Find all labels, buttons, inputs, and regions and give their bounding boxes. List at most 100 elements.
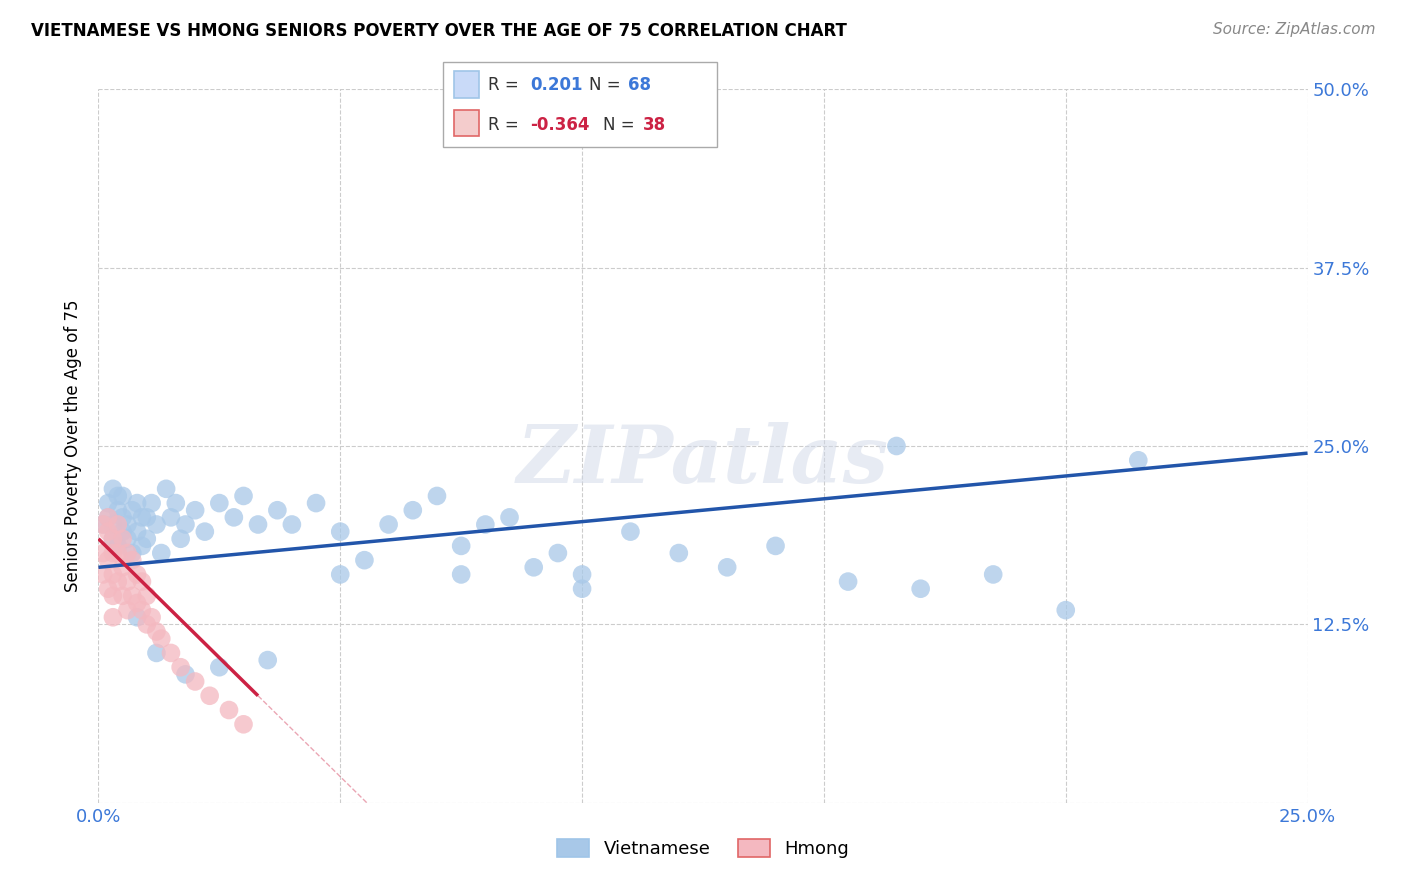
Point bbox=[305, 496, 328, 510]
Point bbox=[135, 532, 157, 546]
Point bbox=[426, 489, 449, 503]
Point bbox=[117, 546, 139, 560]
Point bbox=[571, 582, 593, 596]
Point bbox=[97, 496, 120, 510]
Point bbox=[131, 539, 153, 553]
Point bbox=[127, 496, 149, 510]
Point bbox=[111, 510, 134, 524]
Point bbox=[141, 610, 163, 624]
Point bbox=[117, 574, 139, 589]
Point bbox=[91, 517, 114, 532]
Point bbox=[222, 510, 245, 524]
Point bbox=[91, 546, 114, 560]
Point bbox=[127, 596, 149, 610]
Point bbox=[91, 567, 114, 582]
Point bbox=[117, 517, 139, 532]
Point bbox=[97, 524, 120, 539]
Text: R =: R = bbox=[488, 116, 519, 134]
Point bbox=[97, 510, 120, 524]
Legend: Vietnamese, Hmong: Vietnamese, Hmong bbox=[550, 831, 856, 865]
Point bbox=[174, 517, 197, 532]
Point bbox=[837, 574, 859, 589]
Text: N =: N = bbox=[589, 76, 620, 94]
Point bbox=[184, 674, 207, 689]
Point bbox=[1054, 603, 1077, 617]
Point bbox=[107, 546, 129, 560]
Point bbox=[886, 439, 908, 453]
Point bbox=[111, 589, 134, 603]
Text: 68: 68 bbox=[628, 76, 651, 94]
Point bbox=[619, 524, 641, 539]
Point bbox=[107, 517, 129, 532]
Point bbox=[716, 560, 738, 574]
Point bbox=[121, 503, 143, 517]
Point bbox=[547, 546, 569, 560]
Point bbox=[910, 582, 932, 596]
Text: ZIPatlas: ZIPatlas bbox=[517, 422, 889, 499]
Text: N =: N = bbox=[603, 116, 634, 134]
Point bbox=[107, 503, 129, 517]
Point bbox=[402, 503, 425, 517]
Point bbox=[174, 667, 197, 681]
Point bbox=[135, 617, 157, 632]
Point bbox=[523, 560, 546, 574]
Point bbox=[765, 539, 787, 553]
Point bbox=[97, 582, 120, 596]
Point bbox=[208, 660, 231, 674]
Point bbox=[127, 567, 149, 582]
Point bbox=[169, 532, 191, 546]
Point bbox=[101, 532, 124, 546]
Point bbox=[1128, 453, 1150, 467]
Point bbox=[121, 589, 143, 603]
Point bbox=[232, 489, 254, 503]
Point bbox=[160, 646, 183, 660]
Point bbox=[184, 503, 207, 517]
Point bbox=[169, 660, 191, 674]
Point bbox=[329, 524, 352, 539]
Point bbox=[571, 567, 593, 582]
Point bbox=[117, 532, 139, 546]
Text: 38: 38 bbox=[643, 116, 665, 134]
Point bbox=[101, 589, 124, 603]
Point bbox=[150, 546, 173, 560]
Point bbox=[353, 553, 375, 567]
Point bbox=[101, 517, 124, 532]
Point bbox=[107, 539, 129, 553]
Point bbox=[498, 510, 520, 524]
Point bbox=[131, 510, 153, 524]
Point bbox=[97, 510, 120, 524]
Point bbox=[208, 496, 231, 510]
Point bbox=[91, 517, 114, 532]
Text: -0.364: -0.364 bbox=[530, 116, 589, 134]
Point bbox=[141, 496, 163, 510]
Point bbox=[101, 532, 124, 546]
Point bbox=[145, 517, 167, 532]
Point bbox=[101, 482, 124, 496]
Text: VIETNAMESE VS HMONG SENIORS POVERTY OVER THE AGE OF 75 CORRELATION CHART: VIETNAMESE VS HMONG SENIORS POVERTY OVER… bbox=[31, 22, 846, 40]
Point bbox=[981, 567, 1004, 582]
Point bbox=[450, 539, 472, 553]
Point bbox=[131, 603, 153, 617]
Point bbox=[155, 482, 177, 496]
Point bbox=[668, 546, 690, 560]
Point bbox=[198, 689, 221, 703]
Point bbox=[97, 553, 120, 567]
Point bbox=[135, 589, 157, 603]
Point bbox=[145, 624, 167, 639]
Point bbox=[165, 496, 187, 510]
Point bbox=[111, 532, 134, 546]
Point bbox=[121, 546, 143, 560]
Point bbox=[101, 610, 124, 624]
Point bbox=[232, 717, 254, 731]
Point bbox=[135, 510, 157, 524]
Text: Source: ZipAtlas.com: Source: ZipAtlas.com bbox=[1212, 22, 1375, 37]
Point bbox=[160, 510, 183, 524]
Point bbox=[121, 553, 143, 567]
Point bbox=[218, 703, 240, 717]
Point bbox=[111, 524, 134, 539]
Y-axis label: Seniors Poverty Over the Age of 75: Seniors Poverty Over the Age of 75 bbox=[65, 300, 83, 592]
Point bbox=[150, 632, 173, 646]
Text: R =: R = bbox=[488, 76, 519, 94]
Point bbox=[111, 489, 134, 503]
Point bbox=[107, 489, 129, 503]
